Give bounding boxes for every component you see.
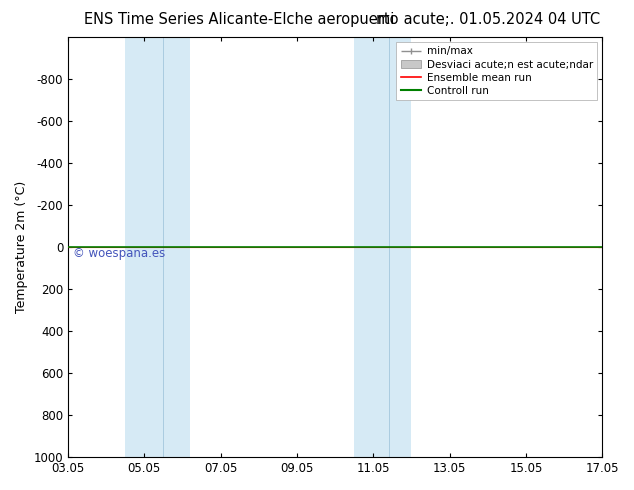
Text: mi  acute;. 01.05.2024 04 UTC: mi acute;. 01.05.2024 04 UTC [376, 12, 600, 27]
Bar [354, 37, 389, 457]
Bar [126, 37, 164, 457]
Bar [164, 37, 190, 457]
Bar [389, 37, 411, 457]
Legend: min/max, Desviaci acute;n est acute;ndar, Ensemble mean run, Controll run: min/max, Desviaci acute;n est acute;ndar… [396, 42, 597, 100]
Text: © woespana.es: © woespana.es [74, 247, 165, 260]
Text: ENS Time Series Alicante-Elche aeropuerto: ENS Time Series Alicante-Elche aeropuert… [84, 12, 398, 27]
Y-axis label: Temperature 2m (°C): Temperature 2m (°C) [15, 181, 28, 313]
